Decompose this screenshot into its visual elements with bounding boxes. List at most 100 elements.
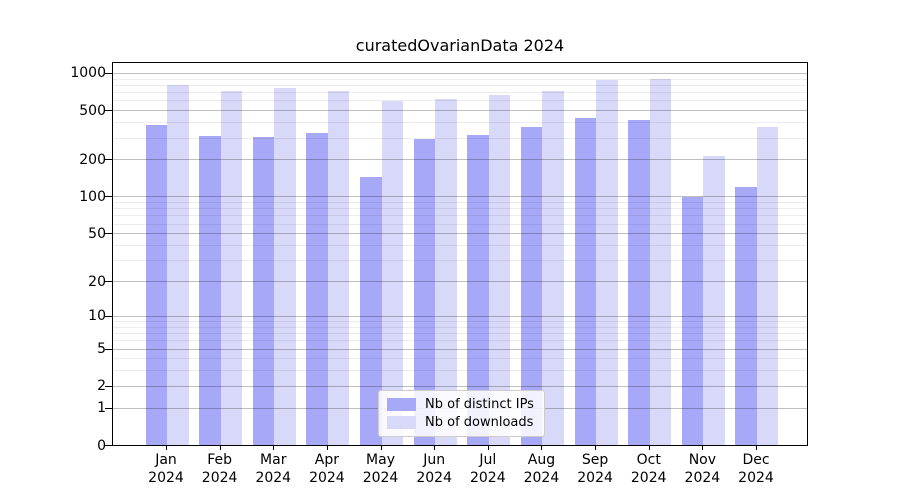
- bar-downloads: [649, 78, 672, 445]
- minor-gridline: [113, 92, 807, 94]
- minor-gridline: [113, 137, 807, 139]
- y-tick-label: 10: [88, 308, 106, 325]
- bar-distinct-ips: [628, 119, 650, 445]
- bar-downloads: [596, 80, 618, 445]
- y-tick-mark: [105, 348, 112, 350]
- minor-gridline: [113, 223, 807, 225]
- bar-downloads: [756, 126, 779, 445]
- x-tick-mark: [219, 446, 221, 450]
- major-gridline: [113, 110, 807, 112]
- bar-distinct-ips: [199, 135, 221, 445]
- y-tick-mark: [105, 196, 112, 198]
- x-tick-mark: [326, 446, 328, 450]
- major-gridline: [113, 281, 807, 283]
- x-tick-label: Feb 2024: [201, 452, 238, 486]
- major-gridline: [113, 315, 807, 317]
- x-tick-mark: [702, 446, 704, 450]
- x-tick-mark: [487, 446, 489, 450]
- bar-downloads: [220, 91, 243, 445]
- bar-distinct-ips: [467, 135, 489, 445]
- x-tick-mark: [541, 446, 543, 450]
- minor-gridline: [113, 321, 807, 322]
- x-tick-mark: [273, 446, 275, 450]
- minor-gridline: [113, 84, 807, 86]
- grid-layer: [113, 63, 807, 445]
- y-tick-label: 500: [79, 102, 106, 119]
- y-tick-label: 1: [97, 400, 106, 417]
- minor-gridline: [113, 340, 807, 342]
- major-gridline: [113, 196, 807, 198]
- x-tick-mark: [434, 446, 436, 450]
- minor-gridline: [113, 333, 807, 335]
- y-tick-mark: [105, 445, 112, 446]
- minor-gridline: [113, 122, 807, 124]
- bar-downloads: [274, 88, 296, 445]
- y-tick-mark: [105, 315, 112, 317]
- x-tick-mark: [166, 446, 167, 450]
- x-tick-label: Jan 2024: [148, 452, 184, 486]
- minor-gridline: [113, 100, 807, 102]
- bar-distinct-ips: [735, 186, 757, 445]
- minor-gridline: [113, 370, 807, 372]
- plot-area: [112, 62, 808, 446]
- legend-swatch-downloads: [387, 416, 416, 429]
- bar-downloads: [703, 155, 725, 445]
- y-tick-mark: [105, 72, 112, 74]
- chart-title: curatedOvarianData 2024: [355, 36, 565, 55]
- major-gridline: [113, 159, 807, 161]
- x-tick-label: Aug 2024: [523, 452, 560, 486]
- legend-item-distinct-ips: Nb of distinct IPs: [387, 397, 536, 412]
- x-tick-label: Sep 2024: [577, 452, 613, 486]
- major-gridline: [113, 348, 807, 350]
- minor-gridline: [113, 78, 807, 80]
- minor-gridline: [113, 202, 807, 204]
- major-gridline: [113, 233, 807, 235]
- bar-distinct-ips: [681, 197, 704, 445]
- x-tick-mark: [595, 446, 597, 450]
- x-tick-label: Jul 2024: [469, 452, 506, 486]
- x-tick-label: Mar 2024: [255, 452, 292, 486]
- major-gridline: [113, 72, 807, 74]
- legend-label-downloads: Nb of downloads: [425, 415, 534, 430]
- y-tick-mark: [105, 159, 112, 161]
- minor-gridline: [113, 326, 807, 328]
- x-tick-label: Nov 2024: [684, 452, 721, 486]
- y-tick-mark: [105, 407, 112, 409]
- minor-gridline: [113, 260, 807, 262]
- bar-distinct-ips: [520, 127, 543, 445]
- bar-distinct-ips: [574, 117, 597, 445]
- bar-downloads: [488, 95, 511, 445]
- bars-layer: [113, 63, 807, 445]
- legend-item-downloads: Nb of downloads: [387, 415, 536, 430]
- minor-gridline: [113, 245, 807, 246]
- bar-downloads: [167, 85, 189, 445]
- y-tick-mark: [105, 281, 112, 283]
- bar-distinct-ips: [360, 176, 382, 445]
- legend: Nb of distinct IPs Nb of downloads: [378, 390, 545, 437]
- bar-downloads: [435, 99, 457, 445]
- y-tick-mark: [105, 110, 112, 112]
- y-tick-label: 5: [97, 341, 106, 357]
- y-tick-mark: [105, 385, 112, 387]
- y-tick-label: 0: [97, 437, 106, 454]
- y-tick-label: 100: [79, 188, 106, 205]
- y-tick-label: 2: [97, 378, 106, 395]
- bar-distinct-ips: [413, 139, 436, 445]
- minor-gridline: [113, 358, 807, 360]
- bar-distinct-ips: [145, 124, 167, 445]
- legend-swatch-distinct-ips: [387, 398, 416, 411]
- minor-gridline: [113, 215, 807, 217]
- y-tick-mark: [105, 233, 112, 235]
- y-tick-label: 1000: [70, 65, 106, 82]
- bar-distinct-ips: [306, 132, 328, 445]
- bar-distinct-ips: [252, 136, 275, 445]
- minor-gridline: [113, 208, 807, 210]
- x-tick-label: Apr 2024: [309, 452, 345, 486]
- x-tick-mark: [380, 446, 382, 450]
- x-tick-label: Dec 2024: [738, 452, 774, 486]
- x-tick-mark: [648, 446, 650, 450]
- x-tick-label: Oct 2024: [630, 452, 667, 486]
- bar-downloads: [542, 90, 564, 445]
- x-tick-label: May 2024: [362, 452, 399, 486]
- legend-label-distinct-ips: Nb of distinct IPs: [425, 397, 534, 412]
